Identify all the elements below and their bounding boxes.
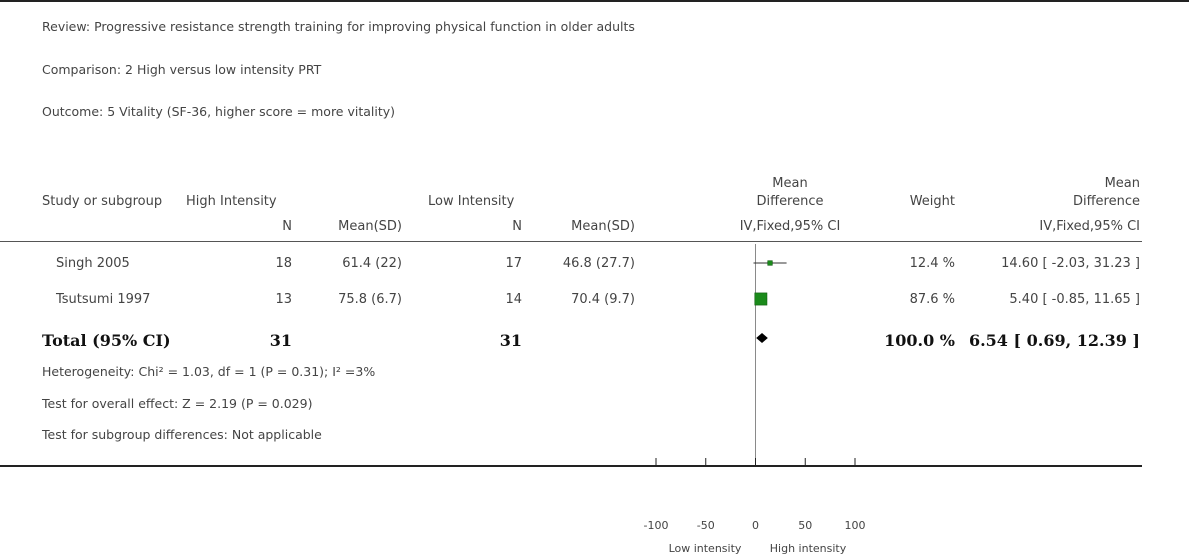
low-n: 14 — [505, 292, 522, 307]
col-study: Study or subgroup — [42, 194, 163, 209]
low-mean-sd: 70.4 (9.7) — [571, 292, 635, 307]
high-n: 18 — [275, 256, 292, 271]
total-label: Total (95% CI) — [42, 331, 171, 350]
col-low-n: N — [512, 219, 522, 234]
heterogeneity-note: Heterogeneity: Chi² = 1.03, df = 1 (P = … — [42, 364, 376, 379]
comparison-title: Comparison: 2 High versus low intensity … — [42, 62, 322, 77]
col-weight: Weight — [909, 194, 955, 209]
high-n: 13 — [275, 292, 292, 307]
study-name: Tsutsumi 1997 — [56, 292, 151, 307]
study-effect-square — [767, 260, 773, 266]
study-weight: 12.4 % — [909, 256, 955, 271]
high-mean-sd: 61.4 (22) — [342, 256, 402, 271]
high-mean-sd: 75.8 (6.7) — [338, 292, 402, 307]
bottom-rule — [0, 465, 1142, 467]
overall-effect-note: Test for overall effect: Z = 2.19 (P = 0… — [42, 396, 313, 411]
study-md-ci: 14.60 [ -2.03, 31.23 ] — [1001, 256, 1140, 271]
pooled-diamond — [756, 333, 768, 343]
col-result-method: IV,Fixed,95% CI — [1039, 219, 1140, 234]
subgroup-note: Test for subgroup differences: Not appli… — [42, 427, 322, 442]
axis-tick-label: 50 — [798, 519, 812, 532]
axis-tick-label: 0 — [752, 519, 759, 532]
total-high-n: 31 — [269, 331, 292, 350]
axis-tick-label: -50 — [697, 519, 715, 532]
review-title: Review: Progressive resistance strength … — [42, 19, 635, 34]
col-md-title-2: Difference — [756, 194, 824, 209]
total-low-n: 31 — [499, 331, 522, 350]
study-md-ci: 5.40 [ -0.85, 11.65 ] — [1009, 292, 1140, 307]
col-high-mean-sd: Mean(SD) — [338, 219, 402, 234]
col-high-group: High Intensity — [186, 194, 277, 209]
low-n: 17 — [505, 256, 522, 271]
col-md-method: IV,Fixed,95% CI — [739, 219, 841, 234]
total-md-ci: 6.54 [ 0.69, 12.39 ] — [968, 331, 1140, 350]
col-low-mean-sd: Mean(SD) — [571, 219, 635, 234]
study-weight: 87.6 % — [909, 292, 955, 307]
col-result-title-1: Mean — [1104, 176, 1140, 191]
header-rule — [0, 241, 1142, 242]
col-result-title-2: Difference — [1072, 194, 1140, 209]
total-weight: 100.0 % — [884, 331, 955, 350]
axis-tick-label: 100 — [845, 519, 866, 532]
col-md-title-1: Mean — [772, 176, 808, 191]
outcome-title: Outcome: 5 Vitality (SF-36, higher score… — [42, 104, 396, 119]
axis-tick-label: -100 — [644, 519, 669, 532]
study-effect-square — [754, 292, 768, 306]
axis-left-label: Low intensity — [669, 542, 742, 555]
col-high-n: N — [282, 219, 292, 234]
study-name: Singh 2005 — [56, 256, 130, 271]
axis-right-label: High intensity — [770, 542, 847, 555]
top-rule — [0, 0, 1189, 2]
col-low-group: Low Intensity — [428, 194, 515, 209]
low-mean-sd: 46.8 (27.7) — [562, 256, 635, 271]
